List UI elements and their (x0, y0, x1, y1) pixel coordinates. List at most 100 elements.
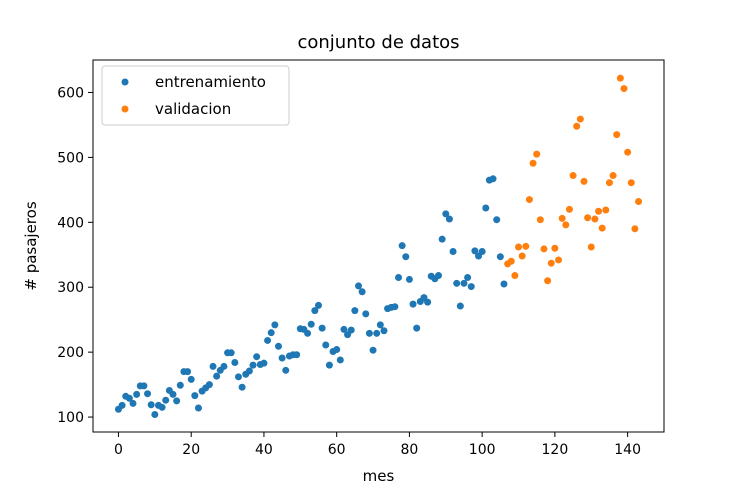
data-point (380, 327, 388, 335)
data-point (184, 368, 192, 376)
data-point (220, 362, 228, 370)
data-point (358, 288, 366, 296)
data-point (340, 325, 348, 333)
x-tick-label: 80 (400, 442, 418, 458)
chart-title: conjunto de datos (297, 32, 459, 53)
data-point (464, 273, 472, 281)
data-point (573, 122, 581, 130)
data-point (482, 204, 490, 212)
data-point (609, 172, 617, 180)
data-point (140, 382, 148, 390)
data-point (605, 179, 613, 187)
data-point (205, 381, 213, 389)
data-point (322, 341, 330, 349)
data-point (595, 207, 603, 215)
data-point (456, 302, 464, 310)
data-point (151, 410, 159, 418)
data-point (424, 298, 432, 306)
x-tick-label: 20 (182, 442, 200, 458)
data-point (133, 390, 141, 398)
data-point (238, 383, 246, 391)
data-point (536, 216, 544, 224)
data-point (569, 172, 577, 180)
legend-label-validacion: validacion (155, 100, 231, 118)
y-tick-label: 600 (57, 85, 84, 101)
data-point (376, 321, 384, 329)
data-point (173, 397, 181, 405)
data-point (274, 342, 282, 350)
data-point (518, 252, 526, 260)
data-point (267, 329, 275, 337)
y-tick-label: 500 (57, 150, 84, 166)
data-point (616, 74, 624, 82)
data-point (194, 404, 202, 412)
data-point (449, 248, 457, 256)
data-point (176, 381, 184, 389)
series-layer (114, 74, 643, 418)
data-point (598, 224, 606, 232)
data-point (493, 216, 501, 224)
data-point (529, 159, 537, 167)
series-validacion (504, 74, 643, 285)
data-point (336, 356, 344, 364)
x-tick-label: 40 (255, 442, 273, 458)
data-point (227, 349, 235, 357)
legend-label-entrenamiento: entrenamiento (155, 73, 266, 91)
data-point (500, 280, 508, 288)
data-point (507, 257, 515, 265)
data-point (118, 401, 126, 409)
data-point (125, 394, 133, 402)
data-point (333, 346, 341, 354)
data-point (631, 225, 639, 233)
data-point (602, 206, 610, 214)
data-point (522, 242, 530, 250)
data-point (635, 198, 643, 206)
data-point (533, 150, 541, 158)
y-tick-label: 200 (57, 345, 84, 361)
data-point (282, 366, 290, 374)
data-point (169, 390, 177, 398)
data-point (435, 272, 443, 280)
data-point (351, 307, 359, 315)
y-tick-label: 300 (57, 280, 84, 296)
data-point (620, 85, 628, 93)
data-point (278, 354, 286, 362)
data-point (253, 353, 261, 361)
data-point (311, 307, 319, 315)
data-point (515, 243, 523, 251)
data-point (496, 253, 504, 261)
x-tick-label: 100 (469, 442, 496, 458)
data-point (442, 210, 450, 218)
data-point (314, 301, 322, 309)
data-point (467, 283, 475, 291)
data-point (191, 392, 199, 400)
data-point (511, 272, 519, 280)
legend-box (101, 65, 290, 126)
series-entrenamiento (114, 175, 508, 418)
data-point (562, 221, 570, 229)
x-tick-label: 60 (328, 442, 346, 458)
data-point (471, 247, 479, 255)
legend-marker-validacion (121, 105, 129, 113)
data-point (271, 321, 279, 329)
data-point (249, 361, 257, 369)
data-point (409, 300, 417, 308)
data-point (445, 215, 453, 223)
y-tick-label: 100 (57, 410, 84, 426)
data-point (544, 277, 552, 285)
x-tick-label: 0 (114, 442, 123, 458)
data-point (187, 375, 195, 383)
data-point (584, 214, 592, 222)
data-point (489, 175, 497, 183)
data-point (355, 282, 362, 290)
data-point (587, 243, 595, 251)
data-point (213, 372, 221, 380)
data-point (373, 329, 381, 337)
data-point (307, 320, 315, 328)
data-point (402, 253, 410, 261)
data-point (347, 326, 355, 334)
data-point (147, 401, 155, 409)
data-point (293, 351, 301, 359)
data-point (613, 131, 621, 139)
